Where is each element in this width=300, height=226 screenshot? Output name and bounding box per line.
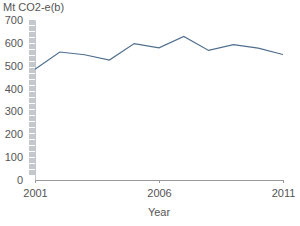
axis-bar-stripe [29,44,35,49]
axis-bar-stripe [29,158,35,163]
x-axis: 2001 2006 2011 [23,180,295,199]
axis-bar-stripe [29,92,35,97]
x-tick-mark [283,180,284,183]
y-tick-label: 300 [5,105,23,117]
axis-bar-stripe [29,140,35,145]
axis-bar-stripe [29,50,35,55]
y-tick-label: 400 [5,83,23,95]
axis-bar-stripe [29,74,35,79]
axis-bar-stripe [29,38,35,43]
y-axis-title: Mt CO2-e(b) [3,1,64,13]
y-tick: 400 [5,83,35,95]
x-tick-label: 2011 [272,187,296,199]
marks [35,36,283,69]
x-tick: 2006 [147,180,171,199]
axis-bar-stripe [29,26,35,31]
axis-bar-stripe [29,62,35,67]
x-tick: 2011 [272,180,296,199]
axis-bar-stripe [29,56,35,61]
chart: 0 100 200 300 400 500 600 700 2001 2006 2011 Mt CO2… [0,0,300,226]
axis-bar [29,20,35,175]
axis-bar-stripe [29,146,35,151]
y-tick: 300 [5,105,35,117]
axis-bar-stripe [29,80,35,85]
axis-bar-stripe [29,98,35,103]
axis-bar-stripe [29,116,35,121]
x-axis-title: Year [148,206,171,218]
axis-bar-stripe [29,152,35,157]
x-tick: 2001 [23,180,47,199]
y-tick: 500 [5,60,35,72]
axis-bar-stripe [29,20,35,25]
axis-bar-stripe [29,32,35,37]
y-axis-line [35,21,36,181]
y-tick-label: 0 [17,174,23,186]
axis-bar-stripe [29,122,35,127]
x-tick-label: 2006 [147,187,171,199]
y-tick: 100 [5,151,35,163]
y-tick-label: 600 [5,37,23,49]
y-axis: 0 100 200 300 400 500 600 700 [5,14,36,186]
y-tick-label: 500 [5,60,23,72]
axis-bar-stripe [29,110,35,115]
plot: 0 100 200 300 400 500 600 700 2001 2006 2011 [5,14,296,199]
x-tick-mark [35,180,36,183]
axis-bar-stripe [29,134,35,139]
y-tick: 600 [5,37,35,49]
axis-bar-stripe [29,128,35,133]
axis-bar-stripe [29,68,35,73]
y-tick: 0 [17,174,35,186]
x-tick-mark [159,180,160,183]
y-tick-label: 100 [5,151,23,163]
x-tick-label: 2001 [23,187,47,199]
x-axis-line [36,181,284,184]
y-tick-label: 200 [5,128,23,140]
y-tick-label: 700 [5,14,23,26]
y-tick: 200 [5,128,35,140]
data-line [35,36,283,69]
axis-bar-stripe [29,86,35,91]
axis-bar-stripe [29,164,35,169]
axis-bar-stripe [29,104,35,109]
y-tick: 700 [5,14,35,26]
axis-bar-stripe [29,170,35,175]
